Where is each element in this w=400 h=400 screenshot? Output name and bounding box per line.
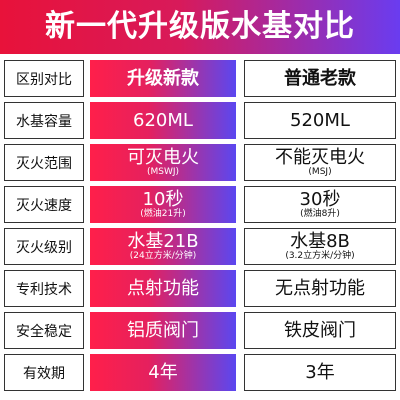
new-value-main: 点射功能 — [127, 278, 199, 299]
new-value-cell: 620ML — [90, 102, 236, 139]
new-value-main: 可灭电火 — [127, 147, 199, 168]
old-value-main: 无点射功能 — [275, 278, 365, 299]
row-label: 灭火级别 — [4, 228, 84, 265]
table-row: 专利技术 点射功能 无点射功能 — [4, 270, 396, 307]
new-value-sub: (燃油21升) — [140, 209, 186, 219]
header-new-cell: 升级新款 — [90, 60, 236, 97]
table-row: 灭火速度 10秒 (燃油21升) 30秒 (燃油8升) — [4, 186, 396, 223]
new-value-main: 4年 — [148, 362, 178, 383]
old-value-cell: 铁皮阀门 — [244, 312, 396, 349]
row-label: 安全稳定 — [4, 312, 84, 349]
new-value-main: 10秒 — [142, 189, 184, 210]
header-old-cell: 普通老款 — [244, 60, 396, 97]
header-old-text: 普通老款 — [284, 68, 356, 89]
new-value-sub: (MSWJ) — [146, 167, 180, 177]
old-value-main: 3年 — [305, 362, 335, 383]
table-row: 有效期 4年 3年 — [4, 354, 396, 391]
old-value-cell: 30秒 (燃油8升) — [244, 186, 396, 223]
table-row: 灭火级别 水基21B (24立方米/分钟) 水基8B (3.2立方米/分钟) — [4, 228, 396, 265]
new-value-main: 铝质阀门 — [127, 320, 199, 341]
new-value-cell: 点射功能 — [90, 270, 236, 307]
old-value-cell: 不能灭电火 (MSJ) — [244, 144, 396, 181]
row-label: 灭火范围 — [4, 144, 84, 181]
old-value-sub: (MSJ) — [308, 167, 332, 177]
new-value-cell: 铝质阀门 — [90, 312, 236, 349]
old-value-cell: 水基8B (3.2立方米/分钟) — [244, 228, 396, 265]
new-value-sub: (24立方米/分钟) — [129, 251, 197, 261]
row-label: 有效期 — [4, 354, 84, 391]
header-label: 区别对比 — [4, 60, 84, 97]
table-row: 安全稳定 铝质阀门 铁皮阀门 — [4, 312, 396, 349]
old-value-sub: (3.2立方米/分钟) — [285, 251, 355, 261]
row-label: 灭火速度 — [4, 186, 84, 223]
old-value-main: 30秒 — [299, 189, 341, 210]
old-value-sub: (燃油8升) — [300, 209, 340, 219]
old-value-cell: 520ML — [244, 102, 396, 139]
table-header-row: 区别对比 升级新款 普通老款 — [4, 60, 396, 97]
new-value-cell: 水基21B (24立方米/分钟) — [90, 228, 236, 265]
old-value-cell: 3年 — [244, 354, 396, 391]
comparison-table: 区别对比 升级新款 普通老款 水基容量 620ML 520ML 灭火范围 可灭电… — [4, 60, 396, 396]
row-label: 专利技术 — [4, 270, 84, 307]
new-value-main: 水基21B — [127, 231, 199, 252]
new-value-cell: 10秒 (燃油21升) — [90, 186, 236, 223]
new-value-main: 620ML — [133, 110, 193, 131]
table-row: 水基容量 620ML 520ML — [4, 102, 396, 139]
header-new-text: 升级新款 — [127, 68, 199, 89]
old-value-main: 不能灭电火 — [275, 147, 365, 168]
page-title: 新一代升级版水基对比 — [0, 0, 400, 54]
new-value-cell: 可灭电火 (MSWJ) — [90, 144, 236, 181]
old-value-cell: 无点射功能 — [244, 270, 396, 307]
new-value-cell: 4年 — [90, 354, 236, 391]
old-value-main: 520ML — [290, 110, 350, 131]
row-label: 水基容量 — [4, 102, 84, 139]
old-value-main: 铁皮阀门 — [284, 320, 356, 341]
table-row: 灭火范围 可灭电火 (MSWJ) 不能灭电火 (MSJ) — [4, 144, 396, 181]
old-value-main: 水基8B — [290, 231, 350, 252]
